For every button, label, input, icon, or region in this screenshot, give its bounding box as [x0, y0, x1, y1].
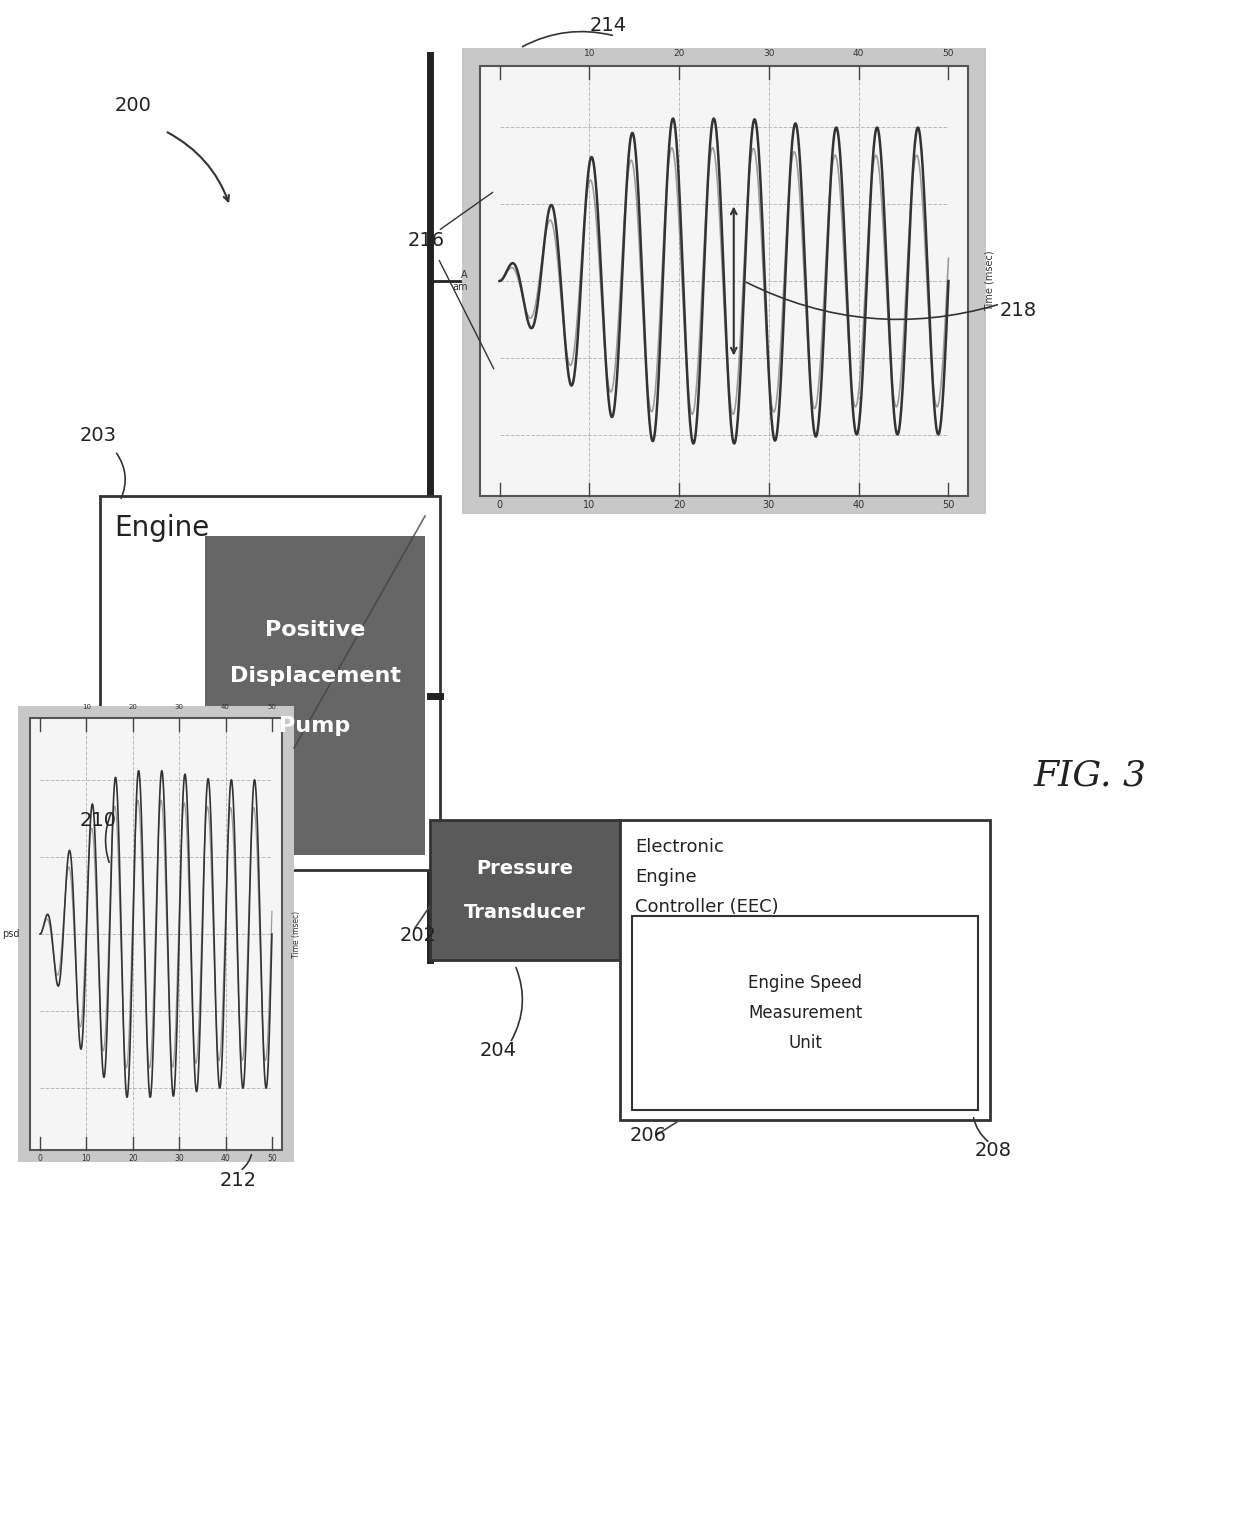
Text: 216: 216: [408, 230, 445, 250]
Text: 202: 202: [401, 926, 436, 945]
Text: 20: 20: [673, 501, 686, 510]
Text: 10: 10: [82, 703, 91, 710]
Text: 200: 200: [115, 96, 151, 114]
Bar: [620, 819, 990, 1120]
Text: 50: 50: [267, 1154, 277, 1163]
Bar: [30, 719, 281, 1151]
Text: Electronic: Electronic: [635, 838, 724, 856]
Text: 50: 50: [268, 703, 277, 710]
Text: Controller (EEC): Controller (EEC): [635, 897, 779, 916]
Text: 20: 20: [673, 49, 684, 58]
Text: Engine Speed: Engine Speed: [748, 974, 862, 992]
Text: 218: 218: [999, 301, 1037, 320]
Text: Engine: Engine: [114, 514, 210, 542]
Text: 50: 50: [942, 501, 955, 510]
Text: 210: 210: [81, 810, 117, 830]
Text: Positive: Positive: [265, 621, 366, 641]
Text: 40: 40: [221, 703, 229, 710]
Text: 40: 40: [853, 49, 864, 58]
Text: 203: 203: [81, 426, 117, 446]
Text: 10: 10: [82, 1154, 92, 1163]
Text: Engine: Engine: [635, 868, 697, 887]
Bar: [463, 47, 986, 514]
Text: 206: 206: [630, 1126, 667, 1144]
Text: 20: 20: [129, 703, 138, 710]
Text: 20: 20: [128, 1154, 138, 1163]
Text: 0: 0: [37, 1154, 42, 1163]
Text: 40: 40: [853, 501, 864, 510]
Text: FIG. 3: FIG. 3: [1033, 758, 1147, 794]
Text: 30: 30: [763, 49, 775, 58]
Text: Unit: Unit: [789, 1035, 822, 1051]
Text: 50: 50: [942, 49, 955, 58]
Text: Displacement: Displacement: [229, 665, 401, 685]
Text: A
am: A am: [453, 270, 467, 291]
Text: Transducer: Transducer: [464, 902, 585, 922]
Text: Measurement: Measurement: [748, 1004, 862, 1022]
Bar: [430, 819, 620, 960]
Bar: [100, 496, 440, 870]
Text: 212: 212: [219, 1170, 257, 1190]
Text: 10: 10: [583, 501, 595, 510]
Text: 208: 208: [975, 1141, 1012, 1160]
Bar: [19, 707, 294, 1161]
Text: Pressure: Pressure: [476, 859, 573, 877]
Bar: [632, 916, 978, 1109]
Text: 10: 10: [584, 49, 595, 58]
Text: Pump: Pump: [279, 716, 351, 736]
Text: 30: 30: [175, 1154, 184, 1163]
Text: 30: 30: [763, 501, 775, 510]
Bar: [205, 536, 425, 855]
Text: 30: 30: [175, 703, 184, 710]
Text: Time (msec): Time (msec): [985, 250, 994, 311]
Text: 0: 0: [496, 501, 502, 510]
Text: 204: 204: [480, 1041, 517, 1061]
Text: psd: psd: [2, 929, 20, 938]
Bar: [480, 66, 968, 496]
Text: 40: 40: [221, 1154, 231, 1163]
Text: Time (msec): Time (msec): [293, 911, 301, 957]
Text: 214: 214: [590, 15, 627, 35]
